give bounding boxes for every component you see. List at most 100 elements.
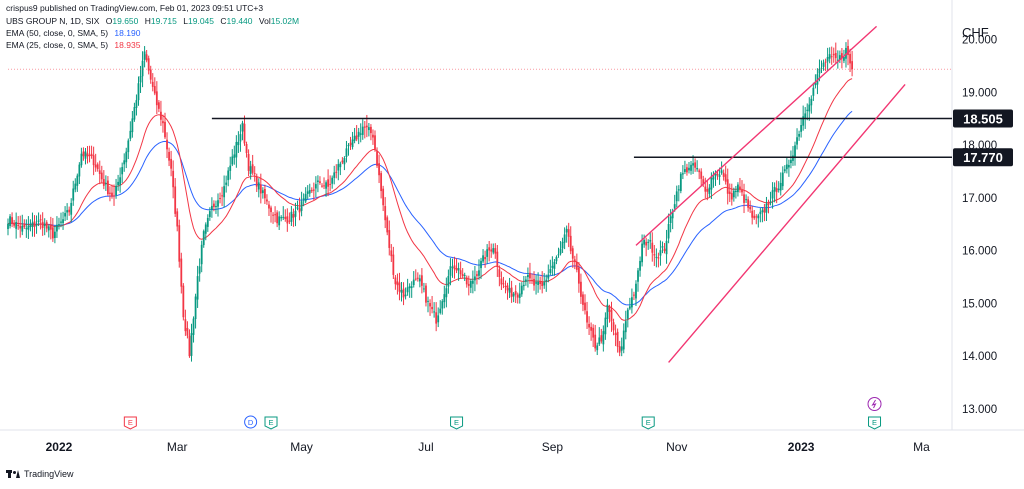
candle-body bbox=[543, 282, 546, 286]
candle-body bbox=[176, 211, 179, 227]
candle-body bbox=[82, 151, 85, 157]
candle-body bbox=[767, 201, 770, 206]
candle-body bbox=[251, 164, 254, 173]
candle bbox=[577, 262, 580, 293]
candle bbox=[378, 154, 380, 184]
candle-body bbox=[716, 173, 719, 176]
candle-body bbox=[239, 134, 242, 142]
candle-body bbox=[655, 256, 658, 258]
candle bbox=[133, 102, 136, 122]
candle-body bbox=[35, 224, 38, 226]
candle bbox=[504, 280, 507, 294]
candle bbox=[659, 240, 662, 266]
candle bbox=[694, 158, 697, 172]
candle-body bbox=[329, 183, 332, 185]
candle bbox=[516, 292, 519, 304]
candle-body bbox=[580, 281, 582, 297]
candle bbox=[739, 177, 741, 193]
time-tick-label: Sep bbox=[542, 440, 564, 454]
candle bbox=[225, 175, 228, 193]
candle bbox=[433, 302, 436, 318]
ohlc-legend[interactable]: UBS GROUP N, 1D, SIX O19.650 H19.715 L19… bbox=[6, 16, 303, 26]
candle-body bbox=[520, 285, 523, 295]
candle-body bbox=[196, 276, 199, 300]
candle bbox=[838, 50, 841, 64]
dividend-event-icon[interactable]: D bbox=[244, 415, 258, 429]
candle-body bbox=[708, 187, 711, 194]
candle-body bbox=[404, 294, 407, 297]
candle-body bbox=[353, 135, 356, 141]
candle-body bbox=[141, 60, 144, 77]
candle-body bbox=[384, 206, 387, 221]
candle-body bbox=[367, 127, 370, 131]
candle-body bbox=[484, 257, 486, 260]
candle-body bbox=[72, 188, 75, 201]
candle-body bbox=[787, 165, 790, 168]
earnings-event-icon[interactable]: E bbox=[264, 416, 278, 430]
ema50-legend[interactable]: EMA (50, close, 0, SMA, 5) 18.190 bbox=[6, 28, 144, 38]
candle bbox=[763, 203, 766, 222]
candle bbox=[598, 327, 601, 347]
candle bbox=[143, 46, 146, 68]
candle bbox=[783, 165, 786, 174]
candle-body bbox=[796, 137, 798, 145]
candle bbox=[160, 100, 162, 126]
candle-body bbox=[671, 211, 674, 219]
candle bbox=[535, 275, 537, 295]
earnings-event-icon[interactable]: E bbox=[641, 416, 655, 430]
candle bbox=[686, 163, 688, 176]
candle bbox=[72, 180, 75, 206]
candle-body bbox=[518, 293, 521, 298]
price-tick-label: 16.000 bbox=[962, 246, 997, 258]
candle bbox=[164, 112, 166, 139]
candle-body bbox=[624, 321, 627, 333]
candle-body bbox=[677, 189, 680, 191]
candle bbox=[198, 258, 201, 282]
candle bbox=[684, 160, 686, 175]
earnings-event-icon[interactable]: E bbox=[868, 416, 882, 430]
candle bbox=[390, 244, 393, 262]
split-event-icon[interactable] bbox=[867, 397, 882, 411]
candle bbox=[524, 276, 527, 286]
candle bbox=[310, 187, 313, 194]
candle-body bbox=[343, 158, 346, 165]
earnings-event-icon[interactable]: E bbox=[123, 416, 137, 430]
candle-body bbox=[227, 170, 230, 181]
candle-body bbox=[276, 212, 279, 224]
candle bbox=[649, 232, 652, 249]
candle-body bbox=[443, 294, 446, 303]
candle-body bbox=[363, 126, 366, 128]
candle bbox=[298, 197, 301, 221]
candle bbox=[771, 182, 774, 209]
candle bbox=[319, 176, 321, 185]
price-level-label: 18.505 bbox=[963, 111, 1003, 126]
candle-body bbox=[675, 191, 678, 202]
candle-body bbox=[23, 224, 26, 228]
price-tick-label: 18.000 bbox=[962, 140, 997, 152]
candle bbox=[398, 272, 401, 301]
candle-body bbox=[506, 285, 509, 291]
candle bbox=[58, 217, 60, 230]
candle-body bbox=[573, 259, 576, 263]
ema25-legend[interactable]: EMA (25, close, 0, SMA, 5) 18.935 bbox=[6, 40, 144, 50]
time-axis[interactable]: 2022 Mar May Jul Sep Nov 2023 Ma bbox=[46, 440, 930, 454]
candle bbox=[435, 302, 438, 332]
earnings-event-icon[interactable]: E bbox=[450, 416, 464, 430]
candle bbox=[834, 42, 837, 64]
candle bbox=[633, 291, 635, 301]
tradingview-logo[interactable]: TradingView bbox=[6, 469, 74, 479]
candle-body bbox=[565, 228, 568, 233]
candle bbox=[388, 220, 391, 256]
candle bbox=[255, 173, 258, 192]
candle-body bbox=[64, 213, 66, 217]
candle bbox=[496, 245, 499, 277]
high-value: H19.715 bbox=[144, 16, 177, 26]
candle-body bbox=[317, 180, 319, 182]
candle-body bbox=[635, 283, 637, 299]
price-axis[interactable]: CHF 13.000 14.000 15.000 16.000 17.000 18.000 1… bbox=[962, 25, 997, 416]
candle-body bbox=[237, 141, 240, 146]
candle bbox=[822, 59, 825, 71]
candle bbox=[280, 215, 283, 222]
candle bbox=[643, 234, 646, 248]
